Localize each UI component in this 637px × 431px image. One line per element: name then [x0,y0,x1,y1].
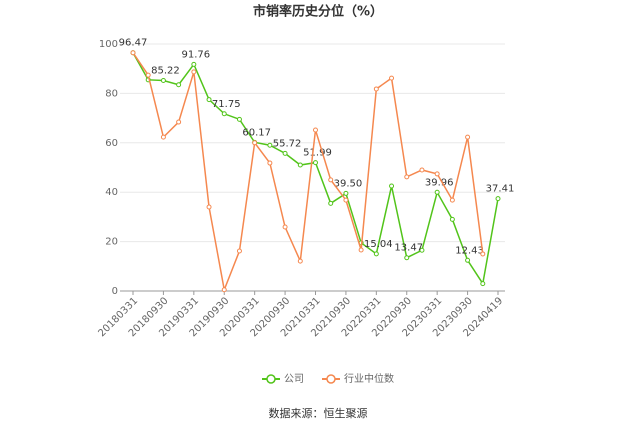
data-point [191,61,197,67]
series-line [132,52,499,286]
data-label: 37.41 [486,184,515,195]
y-tick-label: 80 [105,88,118,99]
data-point [389,75,395,81]
data-point [373,86,379,92]
y-tick-label: 60 [105,138,118,149]
y-tick-label: 100 [99,39,118,50]
data-point [267,142,273,148]
legend-marker [326,374,336,384]
legend-label: 行业中位数 [344,372,394,385]
chart-title: 市销率历史分位（%） [253,4,383,20]
data-point [297,258,303,264]
data-point [267,160,273,166]
series-line [132,52,484,293]
data-label: 39.96 [425,177,454,188]
data-point [282,150,288,156]
data-point [449,197,455,203]
legend-marker [266,374,276,384]
data-point [434,189,440,195]
data-point [297,162,303,168]
data-point [404,255,410,261]
data-label: 91.76 [182,49,211,60]
data-point [343,190,349,196]
data-label: 85.22 [151,66,180,77]
data-point [282,224,288,230]
data-point [236,116,242,122]
data-label: 71.75 [212,99,241,110]
data-point [160,134,166,140]
data-point [328,177,334,183]
data-point [434,171,440,177]
legend-label: 公司 [284,374,304,385]
data-point [176,82,182,88]
data-point [206,204,212,210]
data-point [358,247,364,253]
data-point [465,257,471,263]
data-point [328,200,334,206]
data-point [389,183,395,189]
data-point [145,72,151,78]
y-tick-label: 20 [105,237,118,248]
data-label: 15.04 [364,239,393,250]
data-point [313,127,318,133]
data-point [176,119,182,125]
data-point [130,50,136,56]
data-point [206,97,212,103]
data-point [495,196,501,202]
data-point [343,197,349,203]
data-label: 51.99 [303,148,332,159]
data-point [252,140,258,146]
data-point [449,216,455,222]
y-tick-label: 0 [112,286,118,297]
data-point [160,78,166,84]
data-point [480,251,486,257]
source-note: 数据来源：恒生聚源 [269,406,368,420]
data-label: 12.43 [455,245,484,256]
data-point [313,160,318,166]
data-point [465,134,471,140]
data-label: 60.17 [242,127,271,138]
data-label: 39.50 [334,178,363,189]
data-label: 13.47 [394,243,423,254]
data-label: 55.72 [273,138,302,149]
data-point [373,251,379,257]
data-point [191,69,197,75]
data-point [419,247,425,253]
data-point [221,111,227,117]
data-point [236,248,242,254]
data-label: 96.47 [119,38,148,49]
data-point [480,281,486,287]
y-tick-label: 40 [105,187,118,198]
data-point [221,287,227,293]
data-point [419,167,425,173]
data-point [404,174,410,180]
